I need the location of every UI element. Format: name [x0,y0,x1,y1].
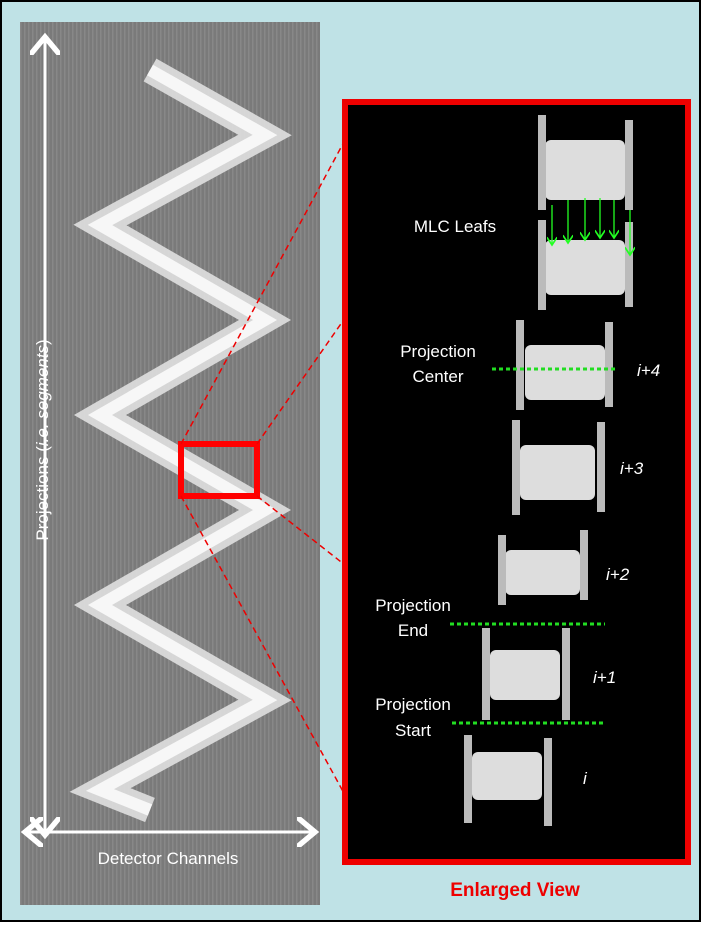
projection-index: i+2 [606,565,630,584]
projection-index: i+3 [620,459,644,478]
sinogram [20,22,320,905]
end-label: Projection [375,596,451,615]
projection-index: i+1 [593,668,616,687]
projection-index: i+4 [637,361,660,380]
x-axis-label: Detector Channels [98,849,239,868]
y-axis-label: Projections (i.e. segments) [33,339,52,540]
mlc-label: MLC Leafs [414,217,496,236]
figure: Projections (i.e. segments) Detector Cha… [0,0,701,922]
start-label: Start [395,721,431,740]
enlarged-title: Enlarged View [450,880,580,901]
center-label: Projection [400,342,476,361]
start-label: Projection [375,695,451,714]
center-label: Center [412,367,463,386]
end-label: End [398,621,428,640]
